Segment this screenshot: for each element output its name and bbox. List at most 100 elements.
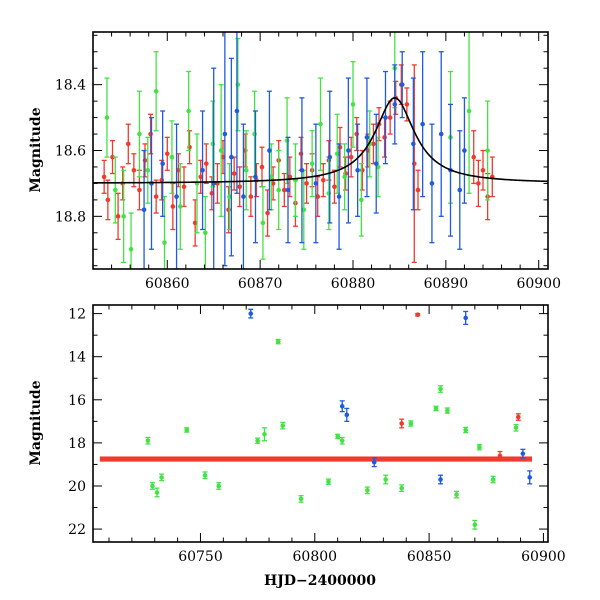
bottom-axes-frame: [92, 304, 549, 543]
green-data-point: [463, 426, 469, 434]
red-data-point: [387, 100, 393, 135]
green-data-point: [298, 495, 304, 503]
green-data-point: [326, 156, 332, 231]
y-tick-label: 18: [68, 436, 86, 452]
blue-data-point: [336, 143, 342, 250]
green-data-point: [433, 405, 439, 412]
green-data-point: [149, 482, 155, 490]
blue-data-point: [457, 130, 463, 250]
green-data-point: [292, 143, 298, 217]
y-tick-label: 20: [68, 479, 86, 495]
x-tick-label: 60880: [331, 276, 376, 292]
blue-data-point: [383, 70, 388, 165]
green-data-point: [284, 97, 290, 185]
green-data-point: [485, 100, 491, 201]
green-data-point: [186, 70, 192, 152]
red-data-point: [105, 179, 111, 221]
blue-data-point: [429, 123, 435, 244]
blue-data-point: [285, 136, 291, 244]
x-tick-label: 60750: [178, 549, 223, 565]
bottom-plot-area: [99, 308, 533, 530]
green-data-point: [218, 84, 224, 217]
red-data-point: [192, 199, 198, 247]
green-data-point: [145, 136, 151, 204]
green-data-point: [476, 443, 482, 451]
blue-data-point: [420, 51, 426, 198]
red-data-point: [187, 130, 193, 165]
x-tick-label: 60850: [407, 549, 452, 565]
green-data-point: [216, 482, 222, 490]
bottom-axis-ticks: 60750 60800 60850 60900 12 14 16 18 20 22: [68, 305, 566, 565]
red-data-point: [198, 159, 204, 194]
blue-data-point: [141, 149, 147, 269]
blue-data-point: [313, 123, 319, 244]
y-tick-label: 12: [68, 307, 86, 323]
green-data-point: [472, 519, 478, 530]
green-data-point: [309, 130, 315, 198]
red-data-point: [125, 123, 131, 165]
red-data-point: [475, 159, 481, 208]
top-y-axis-label: Magnitude: [28, 107, 44, 192]
red-data-point: [337, 126, 343, 168]
red-data-point: [359, 149, 365, 191]
blue-data-point: [240, 123, 246, 269]
blue-data-point: [160, 110, 166, 217]
top-data-layer: [93, 32, 548, 269]
red-data-point: [248, 176, 254, 217]
green-data-point: [318, 77, 323, 171]
blue-data-point: [438, 474, 444, 485]
blue-data-point: [344, 407, 350, 422]
green-data-point: [383, 474, 389, 485]
green-data-point: [466, 32, 472, 194]
x-tick-label: 60890: [424, 276, 469, 292]
blue-data-point: [211, 67, 217, 269]
red-data-point: [515, 413, 521, 421]
green-data-point: [202, 195, 208, 269]
green-data-point: [255, 437, 261, 444]
green-data-point: [136, 90, 142, 178]
blue-data-point: [527, 470, 533, 485]
blue-data-point: [222, 32, 228, 267]
y-tick-label: 18.6: [55, 144, 86, 160]
red-data-point: [115, 192, 121, 241]
green-data-point: [350, 60, 356, 148]
red-data-point: [480, 149, 486, 191]
green-data-point: [104, 77, 110, 158]
red-data-point: [415, 169, 421, 211]
red-data-point: [370, 123, 376, 165]
green-data-point: [112, 156, 118, 224]
green-data-point: [177, 163, 183, 250]
red-data-point: [354, 116, 360, 152]
red-data-point: [411, 64, 417, 264]
red-data-point: [304, 163, 310, 204]
green-data-point: [275, 338, 281, 345]
blue-data-point: [463, 310, 469, 326]
green-data-point: [159, 473, 165, 482]
green-data-point: [364, 486, 370, 495]
red-data-point: [320, 163, 326, 198]
red-data-point: [203, 143, 209, 185]
green-data-point: [169, 120, 175, 194]
green-data-point: [408, 420, 414, 427]
green-data-point: [276, 149, 282, 231]
green-data-point: [243, 130, 249, 211]
blue-data-point: [410, 77, 416, 211]
blue-data-point: [461, 97, 467, 204]
red-data-point: [148, 113, 154, 155]
y-tick-label: 14: [68, 350, 86, 366]
blue-data-point: [248, 308, 254, 319]
red-data-point: [382, 116, 388, 158]
blue-data-point: [438, 51, 444, 217]
red-data-point: [399, 418, 405, 429]
baseline-points-band: [99, 456, 532, 462]
red-data-point: [181, 166, 187, 208]
blue-data-point: [253, 110, 258, 244]
x-tick-label: 60800: [293, 549, 338, 565]
red-data-point: [175, 153, 181, 188]
red-data-point: [331, 169, 337, 204]
y-tick-label: 18.4: [55, 78, 86, 94]
model-curve: [93, 97, 548, 184]
bottom-data-layer: [99, 308, 533, 530]
x-tick-label: 60860: [145, 276, 190, 292]
blue-data-point: [200, 110, 206, 231]
